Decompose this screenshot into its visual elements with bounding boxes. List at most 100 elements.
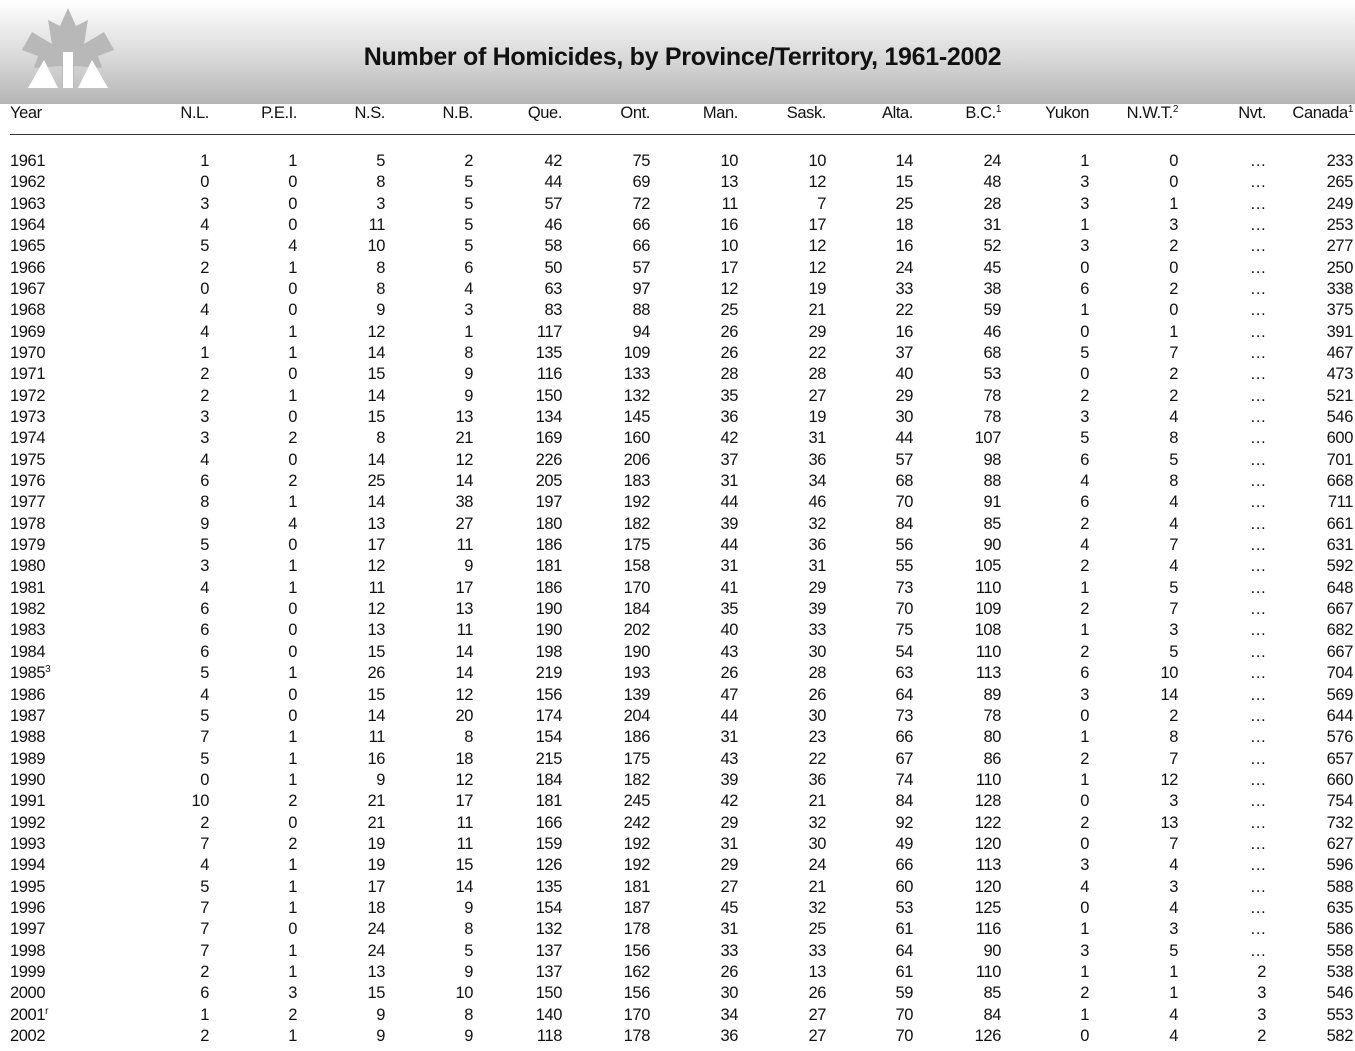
count-cell-text: 1 <box>288 856 297 875</box>
count-cell: 50 <box>544 258 562 278</box>
column-header-text: N.S. <box>354 104 386 122</box>
count-cell-text: … <box>1249 728 1267 747</box>
count-cell-text: 8 <box>200 493 209 512</box>
column-header-text: Yukon <box>1045 104 1089 122</box>
count-cell-text: 1 <box>1080 578 1089 597</box>
count-cell: … <box>1250 770 1267 790</box>
count-cell-text: 120 <box>974 877 1002 896</box>
count-cell: 1 <box>1080 578 1089 598</box>
count-cell: 582 <box>1326 1026 1354 1046</box>
count-cell: 3 <box>1080 236 1089 256</box>
count-cell: 150 <box>536 386 563 406</box>
count-cell: 7 <box>1169 749 1178 769</box>
count-cell-text: 25 <box>808 920 826 939</box>
count-cell-text: 73 <box>895 706 913 725</box>
count-cell-text: 18 <box>455 749 473 768</box>
count-cell: 25 <box>720 300 738 320</box>
count-cell-text: 70 <box>895 493 913 512</box>
count-cell-text: 23 <box>808 728 826 747</box>
count-cell-text: … <box>1249 536 1267 555</box>
count-cell: 75 <box>895 620 913 640</box>
count-cell-text: 1 <box>1080 962 1089 981</box>
count-cell: 3 <box>1169 215 1178 235</box>
count-cell-text: 5 <box>464 941 473 960</box>
count-cell: 0 <box>1080 322 1089 342</box>
column-header: Nvt. <box>1238 103 1266 123</box>
count-cell-text: 0 <box>200 770 209 789</box>
count-cell: 6 <box>200 620 209 640</box>
column-header-text: Que. <box>527 104 563 122</box>
year-cell-text: 1966 <box>10 258 46 277</box>
count-cell: 78 <box>983 386 1001 406</box>
count-cell-text: 596 <box>1326 856 1354 875</box>
year-cell-text: 1975 <box>10 450 46 469</box>
count-cell: … <box>1249 535 1267 555</box>
count-cell-text: 11 <box>456 621 474 640</box>
count-cell: 4 <box>1169 407 1178 427</box>
count-cell-text: 5 <box>376 152 385 170</box>
count-cell: 84 <box>895 514 913 534</box>
count-cell: 2 <box>200 364 209 384</box>
count-cell-text: 18 <box>895 216 913 235</box>
count-cell: 6 <box>464 258 473 278</box>
count-cell-text: 31 <box>720 557 738 576</box>
count-cell-text: 48 <box>983 173 1001 192</box>
count-cell: 36 <box>720 1026 738 1046</box>
count-cell-text: 186 <box>623 728 651 747</box>
count-cell: 116 <box>537 364 563 384</box>
count-cell: 704 <box>1327 663 1354 683</box>
count-cell: 14 <box>455 642 473 662</box>
count-cell-text: 113 <box>975 664 1002 683</box>
year-cell: 1983 <box>10 620 46 640</box>
count-cell: 592 <box>1327 556 1354 576</box>
column-header-text: B.C. <box>965 104 996 122</box>
count-cell: 3 <box>1257 983 1266 1003</box>
count-cell-text: 2 <box>1080 557 1089 576</box>
count-cell-text: 1 <box>1080 770 1089 789</box>
count-cell-text: 4 <box>200 301 209 320</box>
count-cell-text: 21 <box>808 792 826 811</box>
count-cell: 1 <box>288 855 297 875</box>
count-cell-text: 16 <box>720 216 738 235</box>
count-cell-text: 158 <box>623 557 651 576</box>
count-cell-text: 66 <box>895 728 913 747</box>
count-cell-text: 107 <box>974 429 1002 448</box>
count-cell-text: 14 <box>895 152 913 170</box>
count-cell-text: … <box>1249 706 1267 725</box>
count-cell: 0 <box>1080 364 1089 384</box>
count-cell: 2 <box>288 834 297 854</box>
count-cell: 0 <box>288 364 297 384</box>
count-cell: 14 <box>455 663 473 683</box>
count-cell-text: 4 <box>1169 408 1178 427</box>
count-cell-text: 1 <box>1080 920 1089 939</box>
count-cell: 15 <box>895 172 913 192</box>
count-cell-text: 4 <box>1169 1005 1178 1024</box>
count-cell: 8 <box>464 343 473 363</box>
count-cell: … <box>1249 706 1267 726</box>
count-cell: 40 <box>720 620 738 640</box>
count-cell-text: 33 <box>720 941 738 960</box>
count-cell: 34 <box>808 471 826 491</box>
count-cell: 5 <box>1169 450 1178 470</box>
count-cell-text: 582 <box>1326 1026 1354 1045</box>
count-cell-text: 5 <box>1169 941 1178 960</box>
count-cell: 1 <box>288 749 297 769</box>
count-cell-text: 32 <box>808 514 826 533</box>
count-cell-text: 0 <box>288 813 297 832</box>
count-cell-text: 134 <box>535 408 563 427</box>
column-header: N.L. <box>180 103 209 123</box>
count-cell: 24 <box>983 151 1001 171</box>
count-cell-text: 2 <box>288 792 297 811</box>
count-cell-text: 47 <box>720 685 738 704</box>
count-cell: 28 <box>808 364 826 384</box>
count-cell-text: 3 <box>376 194 385 213</box>
count-cell: 31 <box>720 727 738 747</box>
count-cell-text: 19 <box>808 280 826 299</box>
count-cell: 178 <box>624 1026 651 1046</box>
count-cell: 14 <box>1160 685 1178 705</box>
count-cell: 9 <box>200 514 209 534</box>
count-cell: 5 <box>200 663 209 683</box>
count-cell: 5 <box>1169 642 1178 662</box>
count-cell: 40 <box>895 364 913 384</box>
count-cell-text: … <box>1249 621 1267 640</box>
